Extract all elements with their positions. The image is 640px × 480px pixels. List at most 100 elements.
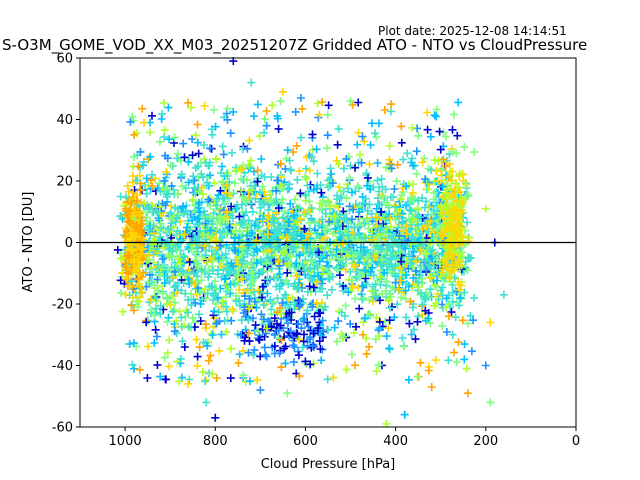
data-point bbox=[198, 190, 207, 199]
data-point bbox=[290, 211, 298, 220]
data-point bbox=[433, 276, 442, 285]
data-point bbox=[150, 281, 159, 290]
data-point bbox=[292, 259, 301, 268]
data-point bbox=[361, 314, 369, 322]
data-point bbox=[458, 198, 467, 207]
data-point bbox=[246, 156, 255, 165]
data-point bbox=[128, 172, 137, 180]
y-axis: -60 -40 -20 0 20 40 60 bbox=[52, 52, 80, 436]
data-point bbox=[318, 284, 327, 293]
data-point bbox=[205, 161, 214, 170]
data-point bbox=[293, 175, 302, 184]
data-point bbox=[210, 277, 219, 286]
data-point bbox=[178, 182, 187, 191]
data-point bbox=[394, 285, 403, 293]
data-point bbox=[377, 256, 386, 265]
data-point bbox=[150, 339, 159, 347]
data-point bbox=[194, 203, 203, 212]
data-point bbox=[206, 226, 215, 235]
x-tick-label: 1000 bbox=[109, 434, 142, 449]
y-tick-label: 60 bbox=[56, 52, 73, 67]
data-point bbox=[121, 290, 130, 299]
data-point bbox=[438, 321, 447, 330]
data-point bbox=[296, 297, 305, 306]
data-point bbox=[156, 301, 165, 310]
data-point bbox=[450, 185, 459, 194]
data-point bbox=[454, 200, 463, 209]
data-point bbox=[277, 336, 286, 344]
data-point bbox=[315, 337, 324, 346]
data-point bbox=[374, 361, 383, 370]
data-point bbox=[349, 328, 358, 337]
data-point bbox=[209, 291, 218, 300]
data-point bbox=[422, 293, 430, 302]
data-point bbox=[262, 259, 271, 268]
data-point bbox=[138, 287, 146, 296]
data-point bbox=[288, 293, 297, 302]
x-tick-label: 800 bbox=[203, 434, 228, 449]
data-point bbox=[130, 255, 139, 264]
data-point bbox=[384, 296, 393, 305]
data-point bbox=[441, 224, 450, 233]
data-point bbox=[160, 177, 169, 185]
data-point bbox=[314, 272, 323, 281]
data-point bbox=[117, 289, 125, 297]
data-point bbox=[124, 217, 133, 226]
data-point bbox=[193, 138, 202, 147]
data-point bbox=[267, 173, 276, 181]
data-point bbox=[167, 251, 176, 260]
data-point bbox=[156, 219, 165, 228]
x-axis: 1000 800 600 400 200 0 bbox=[109, 427, 580, 449]
data-point bbox=[262, 107, 271, 115]
data-point bbox=[156, 372, 165, 381]
data-point bbox=[200, 242, 209, 251]
data-point bbox=[276, 276, 285, 284]
data-point bbox=[253, 177, 262, 186]
data-point bbox=[355, 273, 364, 281]
data-point bbox=[362, 169, 371, 177]
data-point bbox=[199, 173, 208, 182]
data-point bbox=[409, 161, 418, 170]
data-point bbox=[218, 142, 227, 151]
data-point bbox=[401, 294, 410, 303]
data-point bbox=[272, 209, 280, 218]
data-point bbox=[305, 218, 314, 227]
data-point bbox=[274, 326, 283, 335]
data-point bbox=[232, 297, 241, 306]
data-point bbox=[131, 233, 140, 242]
data-point bbox=[412, 267, 420, 275]
y-axis-label: ATO - NTO [DU] bbox=[21, 192, 36, 293]
data-point bbox=[158, 255, 167, 264]
data-point bbox=[180, 321, 189, 330]
data-point bbox=[314, 262, 322, 271]
data-point bbox=[257, 155, 266, 163]
data-point bbox=[197, 183, 206, 192]
data-point bbox=[409, 274, 418, 282]
data-point bbox=[348, 215, 356, 224]
data-point bbox=[190, 234, 199, 243]
data-point bbox=[196, 300, 205, 308]
data-point bbox=[334, 124, 343, 133]
data-point bbox=[393, 160, 402, 169]
data-point bbox=[305, 273, 314, 282]
data-point bbox=[328, 272, 337, 281]
data-point bbox=[448, 125, 457, 134]
data-point bbox=[359, 294, 368, 303]
data-point bbox=[388, 283, 397, 292]
data-point bbox=[135, 257, 143, 266]
data-point bbox=[123, 274, 132, 283]
data-point bbox=[142, 174, 151, 183]
data-point bbox=[137, 198, 146, 207]
data-point bbox=[335, 254, 344, 263]
data-point bbox=[384, 324, 393, 333]
data-point bbox=[335, 271, 344, 280]
data-point bbox=[312, 145, 321, 154]
data-point bbox=[368, 263, 377, 272]
data-point bbox=[184, 379, 193, 388]
data-point bbox=[174, 149, 182, 158]
data-point bbox=[439, 155, 448, 164]
data-point bbox=[337, 308, 346, 317]
data-point bbox=[310, 312, 319, 321]
data-point bbox=[173, 154, 182, 163]
data-point bbox=[130, 339, 138, 348]
